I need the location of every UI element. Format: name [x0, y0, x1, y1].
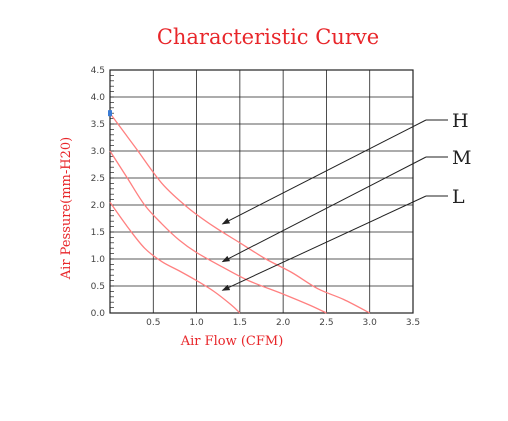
callout-arrow-l	[221, 195, 427, 291]
y-axis-label: Air Pessure(mm-H20)	[59, 137, 74, 280]
x-tick-label: 1.5	[233, 318, 247, 328]
x-tick-label: 2.5	[319, 318, 333, 328]
y-tick-label: 1.0	[91, 255, 106, 265]
y-tick-label: 0.5	[91, 282, 105, 292]
y-tick-label: 1.5	[91, 228, 105, 238]
plot-grid	[109, 69, 414, 314]
series-layer	[108, 110, 371, 314]
callout-arrow-m	[221, 156, 427, 263]
tick-labels: 0.0 0.5 1.0 1.5 2.0 2.5 3.0 3.5 4.0 4.5 0.5 1.0 1.5 2…	[91, 66, 420, 328]
y-tick-label: 0.0	[91, 309, 106, 319]
y-tick-label: 3.0	[91, 147, 106, 157]
series-callouts: HML	[221, 110, 471, 291]
y-tick-label: 2.0	[91, 201, 106, 211]
x-tick-label: 2.0	[276, 318, 291, 328]
y-tick-label: 3.5	[91, 120, 105, 130]
callout-label-l: L	[452, 186, 465, 208]
series-line-h	[109, 112, 371, 314]
x-tick-label: 1.0	[189, 318, 204, 328]
series-start-marker	[108, 110, 112, 117]
callout-label-m: M	[452, 147, 471, 169]
chart-title: Characteristic Curve	[157, 25, 379, 49]
callout-label-h: H	[452, 110, 469, 132]
x-tick-label: 3.0	[363, 318, 378, 328]
y-tick-label: 4.0	[91, 93, 106, 103]
y-tick-label: 2.5	[91, 174, 105, 184]
x-axis-label: Air Flow (CFM)	[180, 334, 284, 349]
series-line-m	[109, 150, 327, 314]
x-tick-label: 0.5	[146, 318, 160, 328]
plot-frame	[109, 69, 414, 314]
y-tick-label: 4.5	[91, 66, 105, 76]
x-tick-label: 3.5	[406, 318, 420, 328]
callout-arrow-h	[221, 119, 427, 225]
series-line-l	[109, 201, 241, 314]
